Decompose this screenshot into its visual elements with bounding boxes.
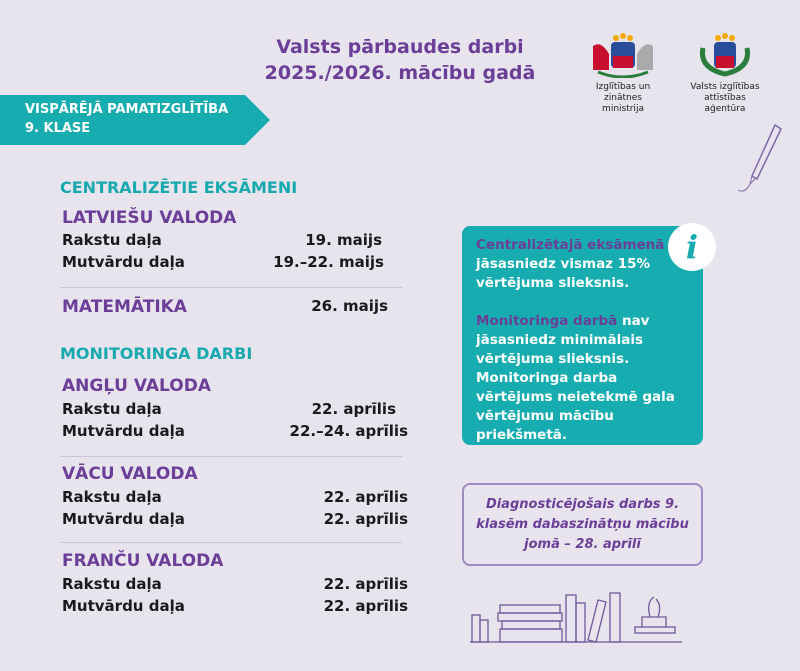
- divider: [60, 287, 402, 288]
- exam-date: 22. aprīlis: [311, 400, 396, 418]
- exam-part: Rakstu daļa: [62, 400, 162, 418]
- exam-row: Mutvārdu daļa 22. aprīlis: [62, 597, 408, 615]
- coat-of-arms-icon: [593, 33, 653, 79]
- info-text: ir jāsasniedz vismaz 15% vērtējuma sliek…: [476, 237, 680, 291]
- exam-part: Rakstu daļa: [62, 488, 162, 506]
- banner-level: VISPĀRĒJĀ PAMATIZGLĪTĪBA: [25, 102, 229, 117]
- exam-part: Rakstu daļa: [62, 575, 162, 593]
- exam-date: 22. aprīlis: [323, 597, 408, 615]
- exam-part: Mutvārdu daļa: [62, 510, 185, 528]
- exam-date: 19.–22. maijs: [273, 253, 384, 271]
- exam-row: Mutvārdu daļa 19.–22. maijs: [62, 253, 402, 271]
- agency-logo: Valsts izglītības attīstības aģentūra: [685, 28, 765, 115]
- exam-part: Rakstu daļa: [62, 231, 162, 249]
- exam-row: Rakstu daļa 22. aprīlis: [62, 575, 408, 593]
- exam-row-math: MATEMĀTIKA 26. maijs: [62, 297, 402, 317]
- bookshelf-icon: [470, 592, 682, 643]
- exam-date: 19. maijs: [305, 231, 382, 249]
- exam-row: Mutvārdu daļa 22.–24. aprīlis: [62, 422, 408, 440]
- exam-date: 26. maijs: [311, 297, 388, 315]
- exam-date: 22. aprīlis: [323, 510, 408, 528]
- education-level-banner: VISPĀRĒJĀ PAMATIZGLĪTĪBA 9. KLASE: [0, 95, 270, 145]
- subject-math: MATEMĀTIKA: [62, 297, 187, 317]
- central-exams-heading: CENTRALIZĒTIE EKSĀMENI: [60, 178, 298, 197]
- ministry-name-line1: Izglītības un zinātnes: [595, 82, 651, 103]
- exam-row: Rakstu daļa 22. aprīlis: [62, 400, 402, 418]
- ministry-logo: Izglītības un zinātnes ministrija: [578, 28, 668, 115]
- divider: [60, 456, 402, 457]
- banner-grade: 9. KLASE: [25, 121, 91, 136]
- exam-row: Rakstu daļa 22. aprīlis: [62, 488, 408, 506]
- coat-of-arms-icon: [699, 33, 751, 77]
- subject-german: VĀCU VALODA: [62, 464, 198, 484]
- divider: [60, 542, 402, 543]
- pen-icon: [737, 123, 782, 192]
- exam-date: 22.–24. aprīlis: [289, 422, 408, 440]
- subject-french: FRANČU VALODA: [62, 551, 224, 571]
- info-box: Centralizētajā eksāmenā ir jāsasniedz vi…: [462, 226, 703, 445]
- agency-name-line2: attīstības aģentūra: [704, 93, 746, 114]
- exam-row: Rakstu daļa 19. maijs: [62, 231, 402, 249]
- page-title-line2: 2025./2026. mācību gadā: [264, 62, 536, 84]
- info-highlight: Centralizētajā eksāmenā: [476, 237, 665, 253]
- info-text: nav jāsasniedz minimālais vērtējuma slie…: [476, 313, 675, 443]
- diagnostic-note: Diagnosticējošais darbs 9. klasēm dabasz…: [462, 483, 703, 566]
- info-highlight: Monitoringa darbā: [476, 313, 618, 329]
- monitoring-heading: MONITORINGA DARBI: [60, 344, 253, 363]
- exam-part: Mutvārdu daļa: [62, 422, 185, 440]
- subject-latvian: LATVIEŠU VALODA: [62, 208, 237, 228]
- page-title-line1: Valsts pārbaudes darbi: [276, 36, 524, 58]
- exam-date: 22. aprīlis: [323, 575, 408, 593]
- agency-name-line1: Valsts izglītības: [690, 82, 760, 92]
- info-icon: i: [668, 223, 716, 271]
- exam-row: Mutvārdu daļa 22. aprīlis: [62, 510, 408, 528]
- subject-english: ANGĻU VALODA: [62, 376, 211, 396]
- exam-date: 22. aprīlis: [323, 488, 408, 506]
- exam-part: Mutvārdu daļa: [62, 253, 185, 271]
- exam-part: Mutvārdu daļa: [62, 597, 185, 615]
- ministry-name-line2: ministrija: [602, 104, 644, 114]
